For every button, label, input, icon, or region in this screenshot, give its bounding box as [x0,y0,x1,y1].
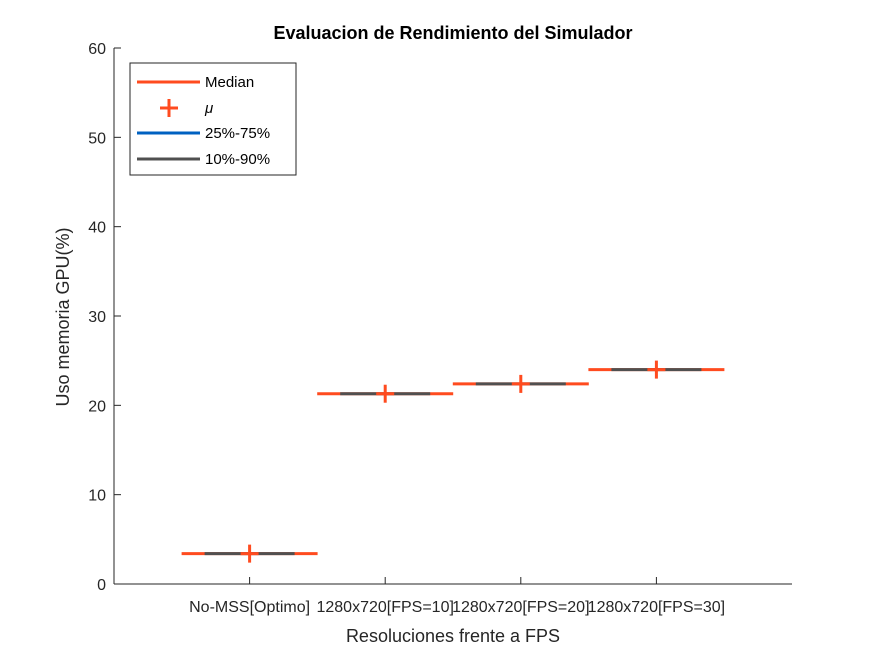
y-tick-label: 30 [88,309,106,326]
box-group [588,360,725,379]
legend-label: Median [205,74,254,91]
x-tick-label: 1280x720[FPS=30] [588,599,725,616]
y-tick-label: 60 [88,41,106,58]
x-axis-label: Resoluciones frente a FPS [346,626,560,646]
y-tick-label: 50 [88,130,106,147]
box-group [181,544,318,563]
y-tick-label: 10 [88,488,106,505]
y-axis-label: Uso memoria GPU(%) [53,227,73,406]
legend: Median μ 25%-75% 10%-90% [129,62,297,176]
chart-title: Evaluacion de Rendimiento del Simulador [273,23,632,43]
x-tick-label: No-MSS[Optimo] [189,599,310,616]
y-tick-label: 40 [88,220,106,237]
legend-label: 10%-90% [205,151,270,168]
legend-label: 25%-75% [205,125,270,142]
x-tick-label: 1280x720[FPS=20] [452,599,589,616]
y-tick-label: 0 [97,577,106,594]
axes: 0 10 20 30 40 50 60 No-MSS[Optimo] 1280x720[FPS=… [88,41,792,616]
x-tick-label: 1280x720[FPS=10] [316,599,453,616]
legend-label: μ [204,100,213,117]
box-group [317,384,454,403]
chart-marks [181,360,725,563]
box-group [452,374,589,393]
y-tick-label: 20 [88,398,106,415]
